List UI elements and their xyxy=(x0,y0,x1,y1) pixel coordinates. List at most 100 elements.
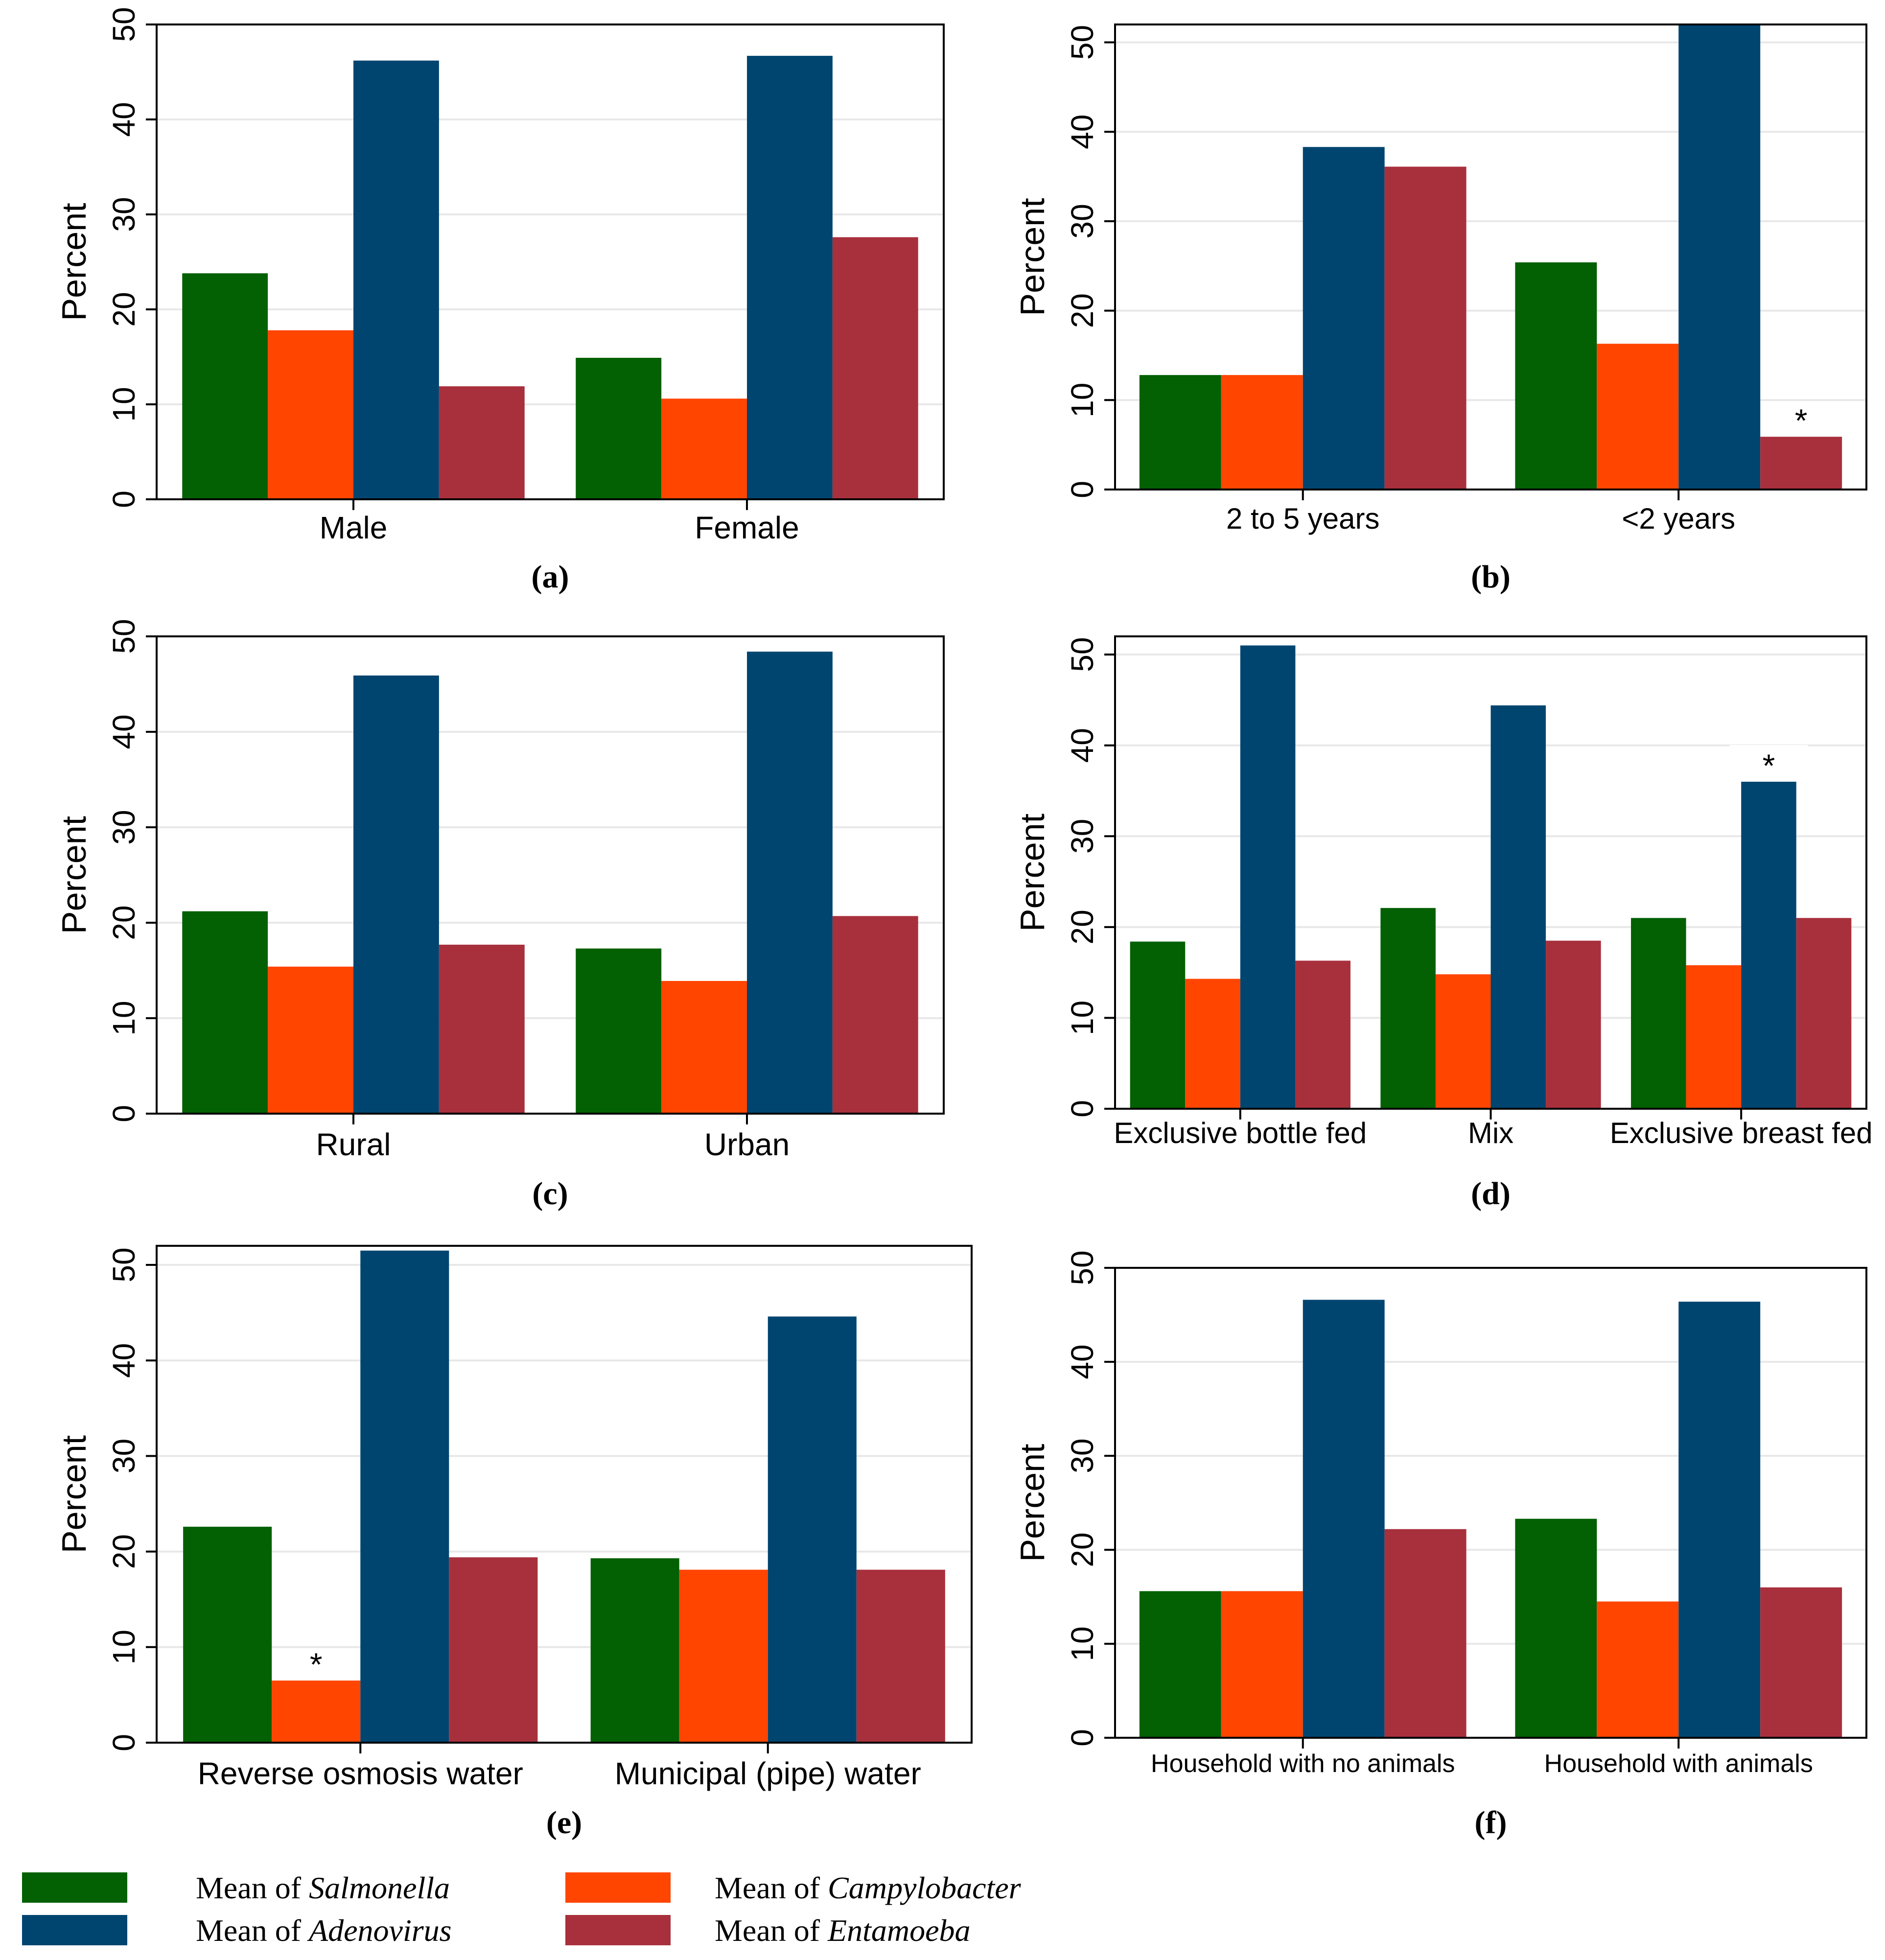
legend-label: Mean of Adenovirus xyxy=(196,1913,452,1948)
bar-salmonella xyxy=(1139,1591,1221,1738)
x-category-label: Mix xyxy=(1468,1117,1513,1149)
chart-panel-f: 0 10 20 30 40 50 Percent Household with no anim… xyxy=(1013,1250,1867,1841)
y-tick-label: 20 xyxy=(106,1534,141,1569)
y-axis-label: Percent xyxy=(55,203,93,321)
bar-salmonella xyxy=(1380,908,1436,1109)
legend-organism: Campylobacter xyxy=(828,1870,1022,1905)
bar-salmonella xyxy=(576,357,662,499)
legend-label: Mean of Salmonella xyxy=(196,1870,450,1905)
chart-panel-a: 0 10 20 30 40 50 Percent Male Female (a) xyxy=(55,7,945,595)
y-tick-label: 0 xyxy=(1065,481,1100,498)
x-category-label: Urban xyxy=(704,1127,790,1162)
y-tick-label: 40 xyxy=(1065,1344,1100,1379)
bar-adenovirus xyxy=(1240,645,1296,1109)
y-tick-label: 20 xyxy=(1065,910,1100,944)
y-tick-label: 30 xyxy=(106,197,141,232)
bar-campylobacter xyxy=(268,330,353,499)
x-category-label: <2 years xyxy=(1622,502,1735,535)
y-axis-label: Percent xyxy=(1013,814,1051,932)
legend-organism: Salmonella xyxy=(309,1870,450,1905)
x-category-label: Reverse osmosis water xyxy=(198,1756,523,1791)
bar-campylobacter xyxy=(679,1569,768,1743)
y-tick-label: 20 xyxy=(106,292,141,327)
significance-star: * xyxy=(1763,747,1775,784)
legend-item-entamoeba: Mean of Entamoeba xyxy=(565,1913,971,1948)
y-tick-label: 10 xyxy=(106,1630,141,1664)
x-category-label: Exclusive bottle fed xyxy=(1114,1117,1367,1149)
bar-entamoeba xyxy=(1760,437,1842,490)
bar-entamoeba xyxy=(1546,940,1601,1109)
legend-swatch xyxy=(565,1915,671,1945)
panel-label: (d) xyxy=(1471,1176,1511,1212)
bar-entamoeba xyxy=(439,944,525,1114)
bar-adenovirus xyxy=(747,56,833,499)
y-tick-label: 50 xyxy=(1065,637,1100,672)
bar-entamoeba xyxy=(1295,960,1350,1109)
annotation-background xyxy=(1729,745,1808,779)
legend-item-campylobacter: Mean of Campylobacter xyxy=(565,1870,1022,1905)
bar-adenovirus xyxy=(1303,1300,1385,1738)
bar-campylobacter xyxy=(1597,344,1679,490)
y-axis-label: Percent xyxy=(1013,1444,1051,1562)
y-tick-label: 50 xyxy=(1065,25,1100,60)
legend-item-adenovirus: Mean of Adenovirus xyxy=(22,1913,452,1948)
y-tick-label: 30 xyxy=(1065,204,1100,238)
bar-salmonella xyxy=(576,948,662,1114)
y-tick-label: 0 xyxy=(1065,1100,1100,1118)
plot-frame xyxy=(156,635,945,1115)
bar-adenovirus xyxy=(1303,147,1385,490)
bar-salmonella xyxy=(590,1558,679,1743)
y-tick-label: 40 xyxy=(106,1343,141,1378)
bar-adenovirus xyxy=(1741,781,1796,1109)
x-category-label: Exclusive breast fed xyxy=(1610,1117,1873,1149)
plot-frame xyxy=(156,1245,973,1744)
x-category-label: Female xyxy=(695,510,799,545)
bar-campylobacter xyxy=(1435,974,1491,1109)
y-tick-label: 10 xyxy=(1065,1626,1100,1661)
y-tick-label: 0 xyxy=(106,1734,141,1751)
y-tick-label: 30 xyxy=(1065,819,1100,854)
chart-panel-b: 0 10 20 30 40 50 Percent 2 to 5 years <2 years * (… xyxy=(1013,23,1867,595)
y-tick-label: 30 xyxy=(106,1439,141,1473)
x-category-label: Household with animals xyxy=(1544,1750,1813,1778)
y-tick-label: 20 xyxy=(1065,1532,1100,1567)
bar-entamoeba xyxy=(1796,918,1852,1109)
bar-salmonella xyxy=(1515,262,1597,490)
bar-salmonella xyxy=(1130,941,1186,1109)
bar-salmonella xyxy=(1139,375,1221,490)
chart-panel-c: 0 10 20 30 40 50 Percent Rural Urban (c) xyxy=(55,619,945,1212)
bar-salmonella xyxy=(182,273,268,499)
y-tick-label: 0 xyxy=(106,1105,141,1122)
y-tick-label: 40 xyxy=(1065,115,1100,149)
y-tick-label: 50 xyxy=(106,619,141,653)
bar-adenovirus xyxy=(360,1250,449,1743)
y-tick-label: 30 xyxy=(106,810,141,844)
y-tick-label: 30 xyxy=(1065,1438,1100,1473)
bar-campylobacter xyxy=(272,1680,361,1743)
legend-swatch xyxy=(22,1872,127,1903)
x-category-label: Male xyxy=(320,510,388,545)
bar-campylobacter xyxy=(661,398,747,499)
bar-campylobacter xyxy=(268,966,353,1114)
x-category-label: Household with no animals xyxy=(1151,1750,1455,1778)
plot-frame xyxy=(156,23,945,500)
bar-salmonella xyxy=(1515,1518,1597,1738)
y-tick-label: 40 xyxy=(106,102,141,137)
y-tick-label: 10 xyxy=(106,1001,141,1035)
bar-entamoeba xyxy=(449,1557,538,1743)
y-tick-label: 0 xyxy=(106,490,141,508)
legend-swatch xyxy=(22,1915,127,1945)
y-axis-label: Percent xyxy=(55,1435,93,1553)
panel-label: (c) xyxy=(532,1176,568,1212)
legend-swatch xyxy=(565,1872,671,1903)
chart-panel-e: 0 10 20 30 40 50 Percent Reverse osmosis water M… xyxy=(55,1245,973,1841)
bar-entamoeba xyxy=(832,237,918,499)
significance-star: * xyxy=(310,1646,323,1682)
legend-prefix: Mean of xyxy=(715,1870,828,1905)
bar-campylobacter xyxy=(1686,965,1742,1109)
bar-campylobacter xyxy=(1221,1591,1303,1738)
bar-campylobacter xyxy=(661,980,747,1114)
bar-adenovirus xyxy=(1678,1302,1761,1738)
bar-entamoeba xyxy=(832,916,918,1114)
